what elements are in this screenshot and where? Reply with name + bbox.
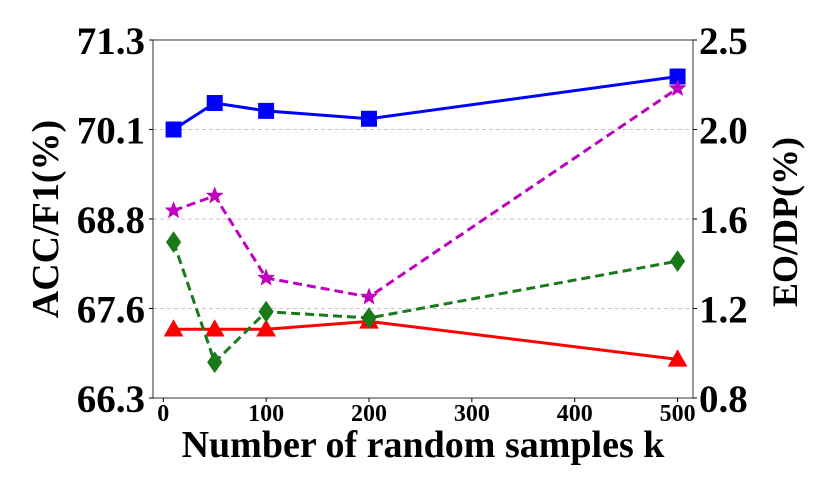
star-marker: [257, 268, 276, 286]
star-marker: [164, 201, 183, 219]
square-marker: [206, 95, 223, 112]
grid-lines: [153, 39, 693, 399]
right-y-axis-title: EO/DP(%): [765, 137, 805, 307]
x-axis-title: Number of random samples k: [182, 424, 666, 466]
left-y-tick-label: 66.3: [77, 378, 145, 421]
triangle-marker: [256, 319, 277, 337]
series-line: [173, 87, 679, 299]
diamond-marker: [207, 351, 223, 374]
triangle-marker: [163, 319, 184, 337]
left-y-tick-label: 67.6: [77, 289, 145, 332]
star-marker: [205, 186, 224, 204]
right-y-tick-label: 2.5: [699, 20, 748, 63]
diamond-marker: [361, 307, 377, 329]
square-marker: [165, 121, 182, 138]
diamond-marker: [258, 300, 274, 323]
series-2: [163, 311, 688, 367]
left-y-axis-title: ACC/F1(%): [25, 120, 67, 318]
x-tick-label: 100: [248, 401, 284, 427]
square-marker: [258, 102, 275, 119]
series-3: [164, 79, 687, 305]
x-tick-label: 300: [454, 401, 490, 427]
series-4: [165, 231, 686, 374]
diamond-marker: [165, 231, 182, 254]
square-marker: [361, 110, 377, 127]
tick-labels: 0 100 200 300 400 500 66.3 67.6 68.8 70.1 71.3 0.8 1…: [77, 20, 748, 427]
x-tick-label: 400: [557, 401, 593, 427]
left-y-tick-label: 71.3: [77, 20, 145, 63]
diamond-marker: [669, 250, 686, 272]
series-line: [172, 75, 678, 131]
right-y-tick-label: 1.6: [699, 199, 748, 242]
right-y-tick-label: 0.8: [699, 378, 748, 421]
right-y-tick-label: 1.2: [699, 289, 748, 332]
x-tick-label: 500: [660, 401, 696, 427]
star-marker: [360, 287, 378, 305]
triangle-marker: [204, 319, 225, 337]
x-tick-label: 0: [157, 401, 169, 427]
series-layer: [163, 68, 688, 374]
triangle-marker: [667, 349, 688, 367]
left-y-tick-label: 70.1: [77, 110, 145, 153]
left-y-tick-label: 68.8: [77, 199, 145, 242]
star-marker: [668, 79, 687, 97]
x-tick-label: 200: [351, 401, 387, 427]
series-1: [165, 68, 686, 138]
right-y-tick-label: 2.0: [699, 110, 748, 153]
